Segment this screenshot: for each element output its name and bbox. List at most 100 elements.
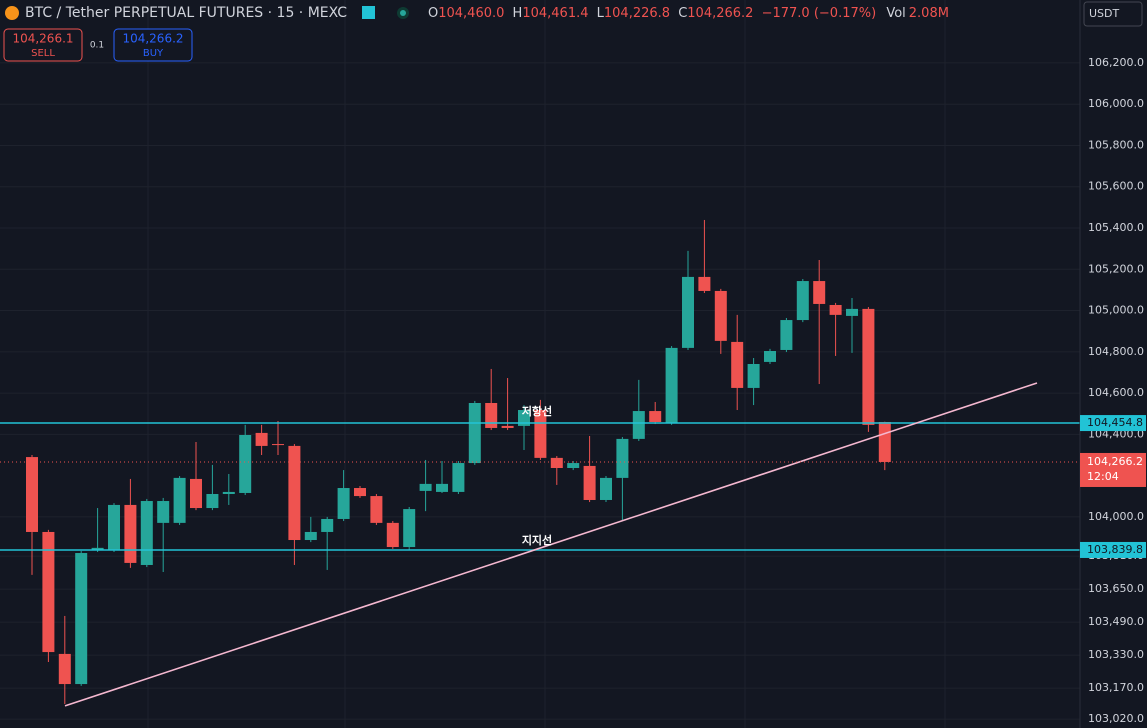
y-tick-label: 105,600.0 <box>1088 180 1144 193</box>
candle-body <box>665 347 678 424</box>
price-tag-label: 103,839.8 <box>1087 543 1143 556</box>
candle-body <box>534 410 547 458</box>
candle-body <box>124 504 137 563</box>
candle-body <box>173 477 186 523</box>
y-tick-label: 106,200.0 <box>1088 56 1144 69</box>
candle-body <box>108 504 120 550</box>
y-tick-label: 104,800.0 <box>1088 345 1144 358</box>
candle-body <box>698 276 711 291</box>
candle-body <box>222 491 235 494</box>
h-key: H <box>513 6 523 21</box>
candle-body <box>26 457 38 532</box>
candle-body <box>452 463 465 492</box>
candle-body <box>714 290 727 341</box>
sell-label: SELL <box>31 48 55 59</box>
candle-body <box>255 432 268 446</box>
candle-body <box>567 463 580 468</box>
y-tick-label: 103,330.0 <box>1088 648 1144 661</box>
candle-body <box>91 547 104 550</box>
spread: 0.1 <box>90 41 104 51</box>
change: −177.0 (−0.17%) <box>762 6 877 21</box>
o-key: O <box>428 6 438 21</box>
candle-body <box>370 496 383 523</box>
c-key: C <box>678 6 687 21</box>
candle-body <box>747 364 760 388</box>
y-tick-label: 105,000.0 <box>1088 304 1144 317</box>
candle-body <box>403 509 416 548</box>
candle-body <box>813 281 826 304</box>
vol-key: Vol <box>886 6 905 21</box>
candle-body <box>518 410 530 426</box>
candle-body <box>272 444 284 446</box>
candle-body <box>764 351 776 362</box>
vol-val: 2.08M <box>909 6 949 21</box>
y-tick-label: 105,800.0 <box>1088 138 1144 151</box>
candle-body <box>468 403 481 464</box>
price-tag <box>1080 541 1146 558</box>
annotation: 지지선 <box>522 533 552 547</box>
candle-body <box>239 434 252 493</box>
price-tag-label: 104,454.8 <box>1087 416 1143 429</box>
ohlc-line: O104,460.0 H104,461.4 L104,226.8 C104,26… <box>428 6 949 21</box>
header: BTC / Tether PERPETUAL FUTURES · 15 · ME… <box>3 1 1143 62</box>
y-tick-label: 103,650.0 <box>1088 582 1144 595</box>
candle-body <box>796 281 809 321</box>
y-tick-label: 103,490.0 <box>1088 615 1144 628</box>
y-tick-label: 105,200.0 <box>1088 262 1144 275</box>
y-tick-label: 106,000.0 <box>1088 97 1144 110</box>
candle-body <box>485 403 498 428</box>
candle-body <box>386 522 399 548</box>
l-val: 104,226.8 <box>604 6 670 21</box>
candle-body <box>846 308 858 316</box>
candle-body <box>140 501 153 565</box>
candle-body <box>354 488 366 497</box>
sell-price: 104,266.1 <box>12 32 73 46</box>
candle-body <box>501 425 514 428</box>
candle-body <box>75 553 88 685</box>
candle-body <box>288 445 301 541</box>
candle-body <box>649 411 662 422</box>
last-price-tag <box>1080 452 1146 487</box>
currency-button[interactable] <box>1083 1 1143 27</box>
buy-price: 104,266.2 <box>122 32 183 46</box>
h-val: 104,461.4 <box>522 6 588 21</box>
btc-icon <box>5 6 19 20</box>
candle-body <box>829 304 842 315</box>
y-tick-label: 103,170.0 <box>1088 681 1144 694</box>
annotation: 저항선 <box>522 404 552 418</box>
flag-icon[interactable] <box>362 6 375 19</box>
status-dot-inner <box>400 10 406 16</box>
c-val: 104,266.2 <box>687 6 753 21</box>
candle-body <box>632 411 645 439</box>
price-tag <box>1080 415 1146 432</box>
candle-body <box>600 477 612 500</box>
y-tick-label: 105,400.0 <box>1088 221 1144 234</box>
candle-body <box>436 483 448 492</box>
candle-body <box>550 457 563 468</box>
candle-body <box>157 501 170 523</box>
candle-body <box>304 531 317 541</box>
candle-body <box>682 276 694 348</box>
candle-body <box>42 531 55 653</box>
candle-body <box>731 341 744 388</box>
last-price-label: 104,266.2 <box>1087 455 1143 468</box>
candle-body <box>321 518 334 532</box>
candle-body <box>337 488 350 519</box>
countdown: 12:04 <box>1087 470 1119 483</box>
candle-body <box>878 421 891 462</box>
buy-label: BUY <box>143 48 164 59</box>
buy-button[interactable] <box>113 28 193 62</box>
y-tick-label: 103,020.0 <box>1088 712 1144 725</box>
candle-body <box>419 483 432 491</box>
currency: USDT <box>1089 7 1120 20</box>
symbol-title: BTC / Tether PERPETUAL FUTURES · 15 · ME… <box>25 5 347 21</box>
candle-body <box>190 478 202 509</box>
trendline <box>64 382 1038 707</box>
candle-body <box>583 465 596 500</box>
sell-button[interactable] <box>3 28 83 62</box>
candle-body <box>58 653 71 685</box>
o-val: 104,460.0 <box>438 6 504 21</box>
candle-body <box>616 438 629 478</box>
